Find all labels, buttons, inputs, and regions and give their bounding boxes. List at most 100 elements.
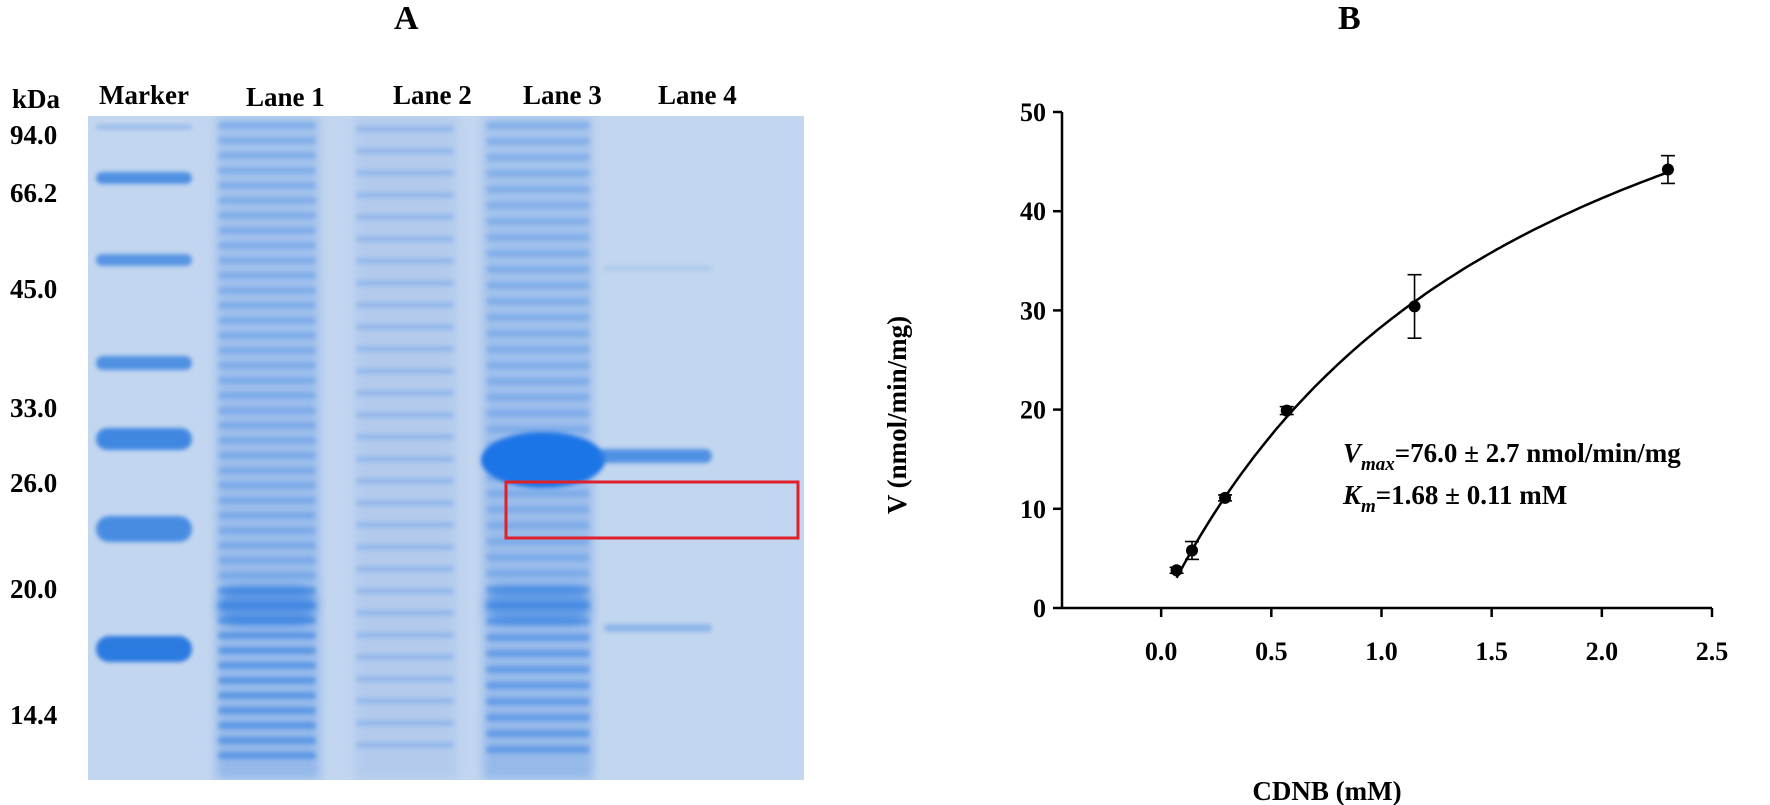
lane-1-band — [218, 197, 316, 204]
y-tick-label: 40 — [1020, 197, 1046, 226]
lane-2-band — [356, 258, 454, 264]
data-point — [1219, 491, 1232, 504]
lane-3-band — [486, 346, 590, 353]
kinetics-chart: 0 10 20 30 40 50 0.0 0.5 1.0 1.5 2.0 2.5 V (nmol/mi… — [870, 100, 1770, 805]
marker-band — [96, 172, 192, 184]
lane-1-band — [218, 632, 316, 639]
marker-band — [96, 428, 192, 450]
lane-1-band — [218, 422, 316, 429]
lane-4-target-band — [598, 449, 712, 463]
lane-3-band — [486, 714, 590, 721]
lane-2-band — [356, 698, 454, 704]
lane-1-band — [218, 257, 316, 264]
lane-1-band — [218, 227, 316, 234]
lane-3-band — [486, 634, 590, 641]
lane-1-band — [218, 737, 316, 744]
y-tick-label: 50 — [1020, 100, 1046, 127]
lane-1-band — [218, 572, 316, 579]
lane-3-band — [486, 330, 590, 337]
km-annotation: Km=1.68 ± 0.11 mM — [1342, 480, 1567, 517]
lane-3-band — [486, 730, 590, 737]
lane-3-band — [486, 202, 590, 209]
lane-3-band — [486, 394, 590, 401]
lane-1-band — [218, 167, 316, 174]
lane-2-band — [356, 742, 454, 748]
lane-3-band — [486, 666, 590, 673]
lane-1-band — [218, 647, 316, 654]
marker-band — [96, 254, 192, 266]
lane-3-band — [486, 218, 590, 225]
lane-1-band — [218, 362, 316, 369]
lane-2-band — [356, 126, 454, 132]
mw-label-14: 14.4 — [10, 700, 58, 730]
lane-2-band — [356, 544, 454, 550]
lane-3-band — [486, 122, 590, 129]
km-symbol: K — [1342, 480, 1363, 510]
lane-3-band — [486, 586, 590, 624]
panel-b-label: B — [1338, 0, 1361, 37]
lane-3-band — [486, 282, 590, 289]
lane-label-1: Lane 1 — [246, 82, 325, 112]
lane-1-band — [218, 752, 316, 759]
lane-4-band — [604, 266, 712, 271]
marker-band — [96, 636, 192, 662]
x-tick-label: 1.5 — [1475, 637, 1508, 666]
data-point — [1408, 300, 1421, 313]
mw-label-45: 45.0 — [10, 274, 58, 304]
y-tick-label: 20 — [1020, 396, 1046, 425]
lane-1-band — [218, 662, 316, 669]
lane-2-band — [356, 192, 454, 198]
lane-3-band — [486, 682, 590, 689]
lane-3-band — [486, 314, 590, 321]
lane-label-marker: Marker — [99, 80, 189, 110]
vmax-subscript: max — [1361, 454, 1395, 475]
lane-2-band — [356, 676, 454, 682]
lane-label-3: Lane 3 — [523, 80, 602, 110]
y-axis-title: V (nmol/min/mg) — [882, 316, 912, 514]
lane-2-band — [356, 346, 454, 352]
lane-1-band — [218, 722, 316, 729]
lane-1-band — [218, 677, 316, 684]
lane-2-band — [356, 566, 454, 572]
lane-2-band — [356, 500, 454, 506]
data-point — [1280, 404, 1293, 417]
lane-1-band — [218, 497, 316, 504]
marker-band — [96, 124, 192, 130]
lane-1-band — [218, 287, 316, 294]
lane-2-band — [356, 588, 454, 594]
lane-1-band — [218, 542, 316, 549]
lane-3-band — [486, 522, 590, 529]
x-tick-label: 0.5 — [1255, 637, 1288, 666]
lane-3-band — [486, 266, 590, 273]
lane-3-band — [486, 362, 590, 369]
lane-3-band — [486, 234, 590, 241]
lane-2-band — [356, 324, 454, 330]
mw-label-20: 20.0 — [10, 574, 58, 604]
lane-1-band — [218, 212, 316, 219]
gel-image — [88, 116, 804, 780]
data-point — [1661, 163, 1674, 176]
mw-label-66: 66.2 — [10, 178, 58, 208]
lane-3-band — [486, 490, 590, 497]
lane-2-band — [356, 236, 454, 242]
lane-3-band — [486, 170, 590, 177]
lane-1-band — [218, 152, 316, 159]
lane-3-band — [486, 746, 590, 753]
lane-1-band — [218, 332, 316, 339]
lane-1-band — [218, 377, 316, 384]
x-tick-label: 0.0 — [1145, 637, 1178, 666]
x-tick-label: 2.5 — [1696, 637, 1729, 666]
lane-2-band — [356, 412, 454, 418]
mw-label-94: 94.0 — [10, 120, 58, 150]
lane-2-band — [356, 170, 454, 176]
lane-2-band — [356, 214, 454, 220]
lane-2-band — [356, 280, 454, 286]
lane-1-band — [218, 242, 316, 249]
lane-1-band — [218, 407, 316, 414]
x-tick-label: 2.0 — [1586, 637, 1619, 666]
lane-1-band — [218, 707, 316, 714]
lane-2-band — [356, 148, 454, 154]
lane-3-band — [486, 410, 590, 417]
lane-2-band — [356, 720, 454, 726]
lane-1-band — [218, 392, 316, 399]
